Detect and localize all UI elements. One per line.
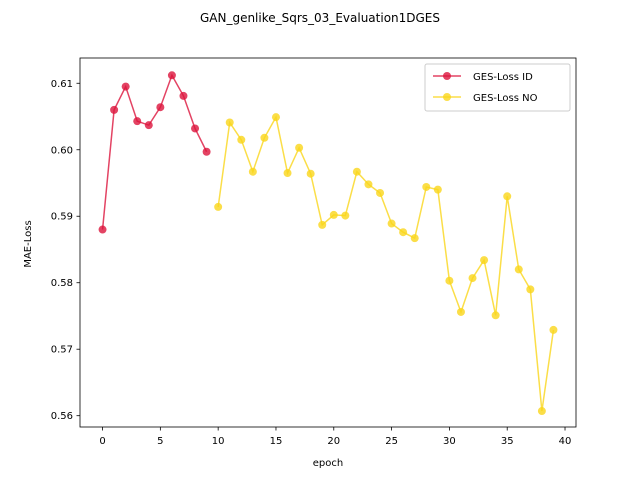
data-point-series-2 xyxy=(549,325,558,334)
legend-label-2: GES-Loss NO xyxy=(473,93,538,104)
data-point-series-2 xyxy=(537,407,546,416)
data-point-series-1 xyxy=(110,105,119,114)
data-point-series-2 xyxy=(214,202,223,211)
x-tick-label: 30 xyxy=(443,436,456,447)
data-point-series-2 xyxy=(306,169,315,178)
x-axis-label: epoch xyxy=(313,458,343,469)
data-point-series-2 xyxy=(225,118,234,127)
x-tick-label: 10 xyxy=(212,436,225,447)
data-point-series-2 xyxy=(514,265,523,274)
data-point-series-2 xyxy=(329,210,338,219)
data-point-series-1 xyxy=(156,103,165,112)
data-point-series-1 xyxy=(98,225,107,234)
y-tick-label: 0.61 xyxy=(51,79,73,90)
legend-frame xyxy=(424,63,571,112)
data-point-series-1 xyxy=(191,124,200,133)
axes-frame xyxy=(79,57,577,428)
data-point-series-2 xyxy=(387,219,396,228)
data-point-series-1 xyxy=(167,71,176,80)
y-axis-label: MAE-Loss xyxy=(23,220,34,267)
data-point-series-2 xyxy=(341,211,350,220)
x-tick-label: 20 xyxy=(327,436,340,447)
y-tick-label: 0.59 xyxy=(51,212,73,223)
data-point-series-2 xyxy=(295,143,304,152)
x-tick-label: 25 xyxy=(385,436,398,447)
data-point-series-1 xyxy=(144,121,153,130)
x-tick-label: 15 xyxy=(270,436,283,447)
data-point-series-2 xyxy=(468,274,477,283)
data-point-series-2 xyxy=(399,228,408,237)
x-tick-label: 40 xyxy=(559,436,572,447)
data-point-series-2 xyxy=(237,135,246,144)
y-tick-label: 0.57 xyxy=(51,345,73,356)
legend: GES-Loss ID GES-Loss NO xyxy=(424,63,571,112)
y-tick-label: 0.58 xyxy=(51,278,73,289)
data-point-series-1 xyxy=(202,147,211,156)
data-point-series-2 xyxy=(445,276,454,285)
data-point-series-2 xyxy=(248,167,257,176)
data-point-series-2 xyxy=(433,185,442,194)
data-point-series-2 xyxy=(271,113,280,122)
data-point-series-1 xyxy=(121,82,130,91)
x-tick-label: 0 xyxy=(99,436,105,447)
x-tick-label: 35 xyxy=(501,436,514,447)
legend-label-1: GES-Loss ID xyxy=(473,72,533,83)
legend-swatch-marker-1 xyxy=(443,72,451,80)
y-tick-label: 0.60 xyxy=(51,145,73,156)
data-point-series-2 xyxy=(456,307,465,316)
data-point-series-2 xyxy=(260,133,269,142)
data-point-series-1 xyxy=(133,117,142,126)
data-point-series-2 xyxy=(480,256,489,265)
legend-swatch-marker-2 xyxy=(443,93,451,101)
data-point-series-2 xyxy=(491,311,500,320)
y-tick-label: 0.56 xyxy=(51,411,73,422)
data-point-series-2 xyxy=(283,169,292,178)
data-point-series-2 xyxy=(364,180,373,189)
data-point-series-2 xyxy=(526,285,535,294)
data-point-series-2 xyxy=(422,182,431,191)
data-point-series-2 xyxy=(352,167,361,176)
data-point-series-2 xyxy=(410,234,419,243)
data-point-series-2 xyxy=(503,192,512,201)
data-point-series-2 xyxy=(376,188,385,197)
series-line-1 xyxy=(101,73,208,230)
data-point-series-1 xyxy=(179,91,188,100)
data-point-series-2 xyxy=(318,220,327,229)
x-tick-label: 5 xyxy=(157,436,163,447)
plot-area: 0 5 10 15 20 25 30 35 40 0.56 0.57 0.58 0.59 0.60 0.61 xyxy=(51,57,577,447)
chart-title: GAN_genlike_Sqrs_03_Evaluation1DGES xyxy=(200,11,440,25)
